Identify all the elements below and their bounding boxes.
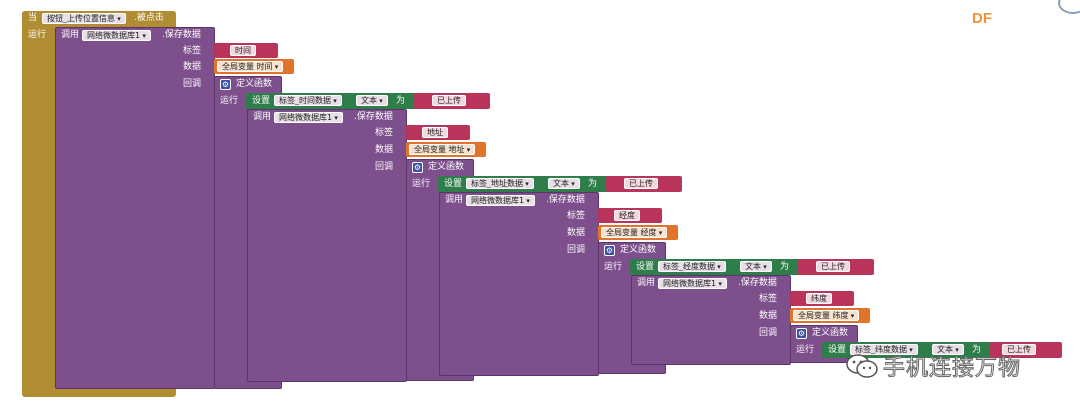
- method-label-2: .保存数据: [354, 112, 393, 122]
- tag-text-2[interactable]: 地址: [422, 127, 448, 138]
- setter-prop-4[interactable]: 文本: [932, 344, 964, 355]
- event-header[interactable]: 当 按钮_上传位置信息 .被点击: [22, 11, 176, 27]
- method-label-4: .保存数据: [738, 278, 777, 288]
- set-label-2: 设置: [444, 179, 463, 189]
- wechat-icon: [846, 354, 878, 378]
- callback-label-3: 回调: [567, 245, 586, 255]
- db-dropdown-4[interactable]: 网络微数据库1: [658, 278, 727, 289]
- setter-target-2[interactable]: 标签_地址数据: [466, 178, 534, 189]
- db-dropdown-3[interactable]: 网络微数据库1: [466, 195, 535, 206]
- watermark-text: 手机连接万物: [882, 356, 1022, 382]
- call-block-3[interactable]: [439, 192, 599, 376]
- setter-prop-1[interactable]: 文本: [356, 95, 388, 106]
- data-label-1: 数据: [183, 62, 202, 72]
- var-dropdown-2[interactable]: 全局变量 地址: [409, 144, 476, 155]
- call-label-2: 调用: [253, 112, 272, 122]
- callback-label-2: 回调: [375, 162, 394, 172]
- to-label-2: 为: [588, 179, 598, 189]
- setter-prop-2[interactable]: 文本: [548, 178, 580, 189]
- method-label-1: .保存数据: [162, 30, 201, 40]
- define-func-label-2: 定义函数: [428, 162, 465, 172]
- to-label-4: 为: [972, 345, 982, 355]
- gear-icon[interactable]: ⚙: [412, 162, 423, 173]
- setter-prop-3[interactable]: 文本: [740, 261, 772, 272]
- data-label-3: 数据: [567, 228, 586, 238]
- event-name-label: .被点击: [134, 13, 164, 23]
- setter-target-3[interactable]: 标签_经度数据: [658, 261, 726, 272]
- define-func-label-4: 定义函数: [812, 328, 849, 338]
- set-label-4: 设置: [828, 345, 847, 355]
- set-label-3: 设置: [636, 262, 655, 272]
- func-do-label-2: 运行: [412, 179, 431, 189]
- db-dropdown-1[interactable]: 网络微数据库1: [82, 30, 151, 41]
- tag-label-3: 标签: [567, 211, 586, 221]
- callback-label-4: 回调: [759, 328, 778, 338]
- event-do-label: 运行: [28, 30, 47, 40]
- corner-decoration: [1058, 0, 1080, 14]
- event-when-label: 当: [28, 13, 38, 23]
- gear-icon[interactable]: ⚙: [796, 328, 807, 339]
- tag-text-4[interactable]: 纬度: [806, 293, 832, 304]
- value-text-2[interactable]: 已上传: [624, 178, 658, 189]
- define-func-label-3: 定义函数: [620, 245, 657, 255]
- data-label-4: 数据: [759, 311, 778, 321]
- gear-icon[interactable]: ⚙: [604, 245, 615, 256]
- call-label-4: 调用: [637, 278, 656, 288]
- var-dropdown-3[interactable]: 全局变量 经度: [601, 227, 668, 238]
- callback-label-1: 回调: [183, 79, 202, 89]
- event-component-dropdown[interactable]: 按钮_上传位置信息: [42, 13, 126, 24]
- watermark: 手机连接万物: [845, 350, 1021, 382]
- tag-label-1: 标签: [183, 46, 202, 56]
- set-label-1: 设置: [252, 96, 271, 106]
- value-text-1[interactable]: 已上传: [432, 95, 466, 106]
- var-dropdown-4[interactable]: 全局变量 纬度: [793, 310, 860, 321]
- tag-label-4: 标签: [759, 294, 778, 304]
- setter-target-1[interactable]: 标签_时间数据: [274, 95, 342, 106]
- var-dropdown-1[interactable]: 全局变量 时间: [217, 61, 284, 72]
- value-text-4[interactable]: 已上传: [1002, 344, 1036, 355]
- func-do-label-3: 运行: [604, 262, 623, 272]
- setter-target-4[interactable]: 标签_纬度数据: [850, 344, 918, 355]
- brand-logo: DF: [972, 10, 992, 27]
- method-label-3: .保存数据: [546, 195, 585, 205]
- call-label-1: 调用: [61, 30, 80, 40]
- to-label-1: 为: [396, 96, 406, 106]
- data-label-2: 数据: [375, 145, 394, 155]
- func-do-label-1: 运行: [220, 96, 239, 106]
- db-dropdown-2[interactable]: 网络微数据库1: [274, 112, 343, 123]
- func-do-label-4: 运行: [796, 345, 815, 355]
- to-label-3: 为: [780, 262, 790, 272]
- value-text-3[interactable]: 已上传: [816, 261, 850, 272]
- tag-text-3[interactable]: 经度: [614, 210, 640, 221]
- tag-text-1[interactable]: 时间: [230, 45, 256, 56]
- call-block-4[interactable]: [631, 275, 791, 365]
- gear-icon[interactable]: ⚙: [220, 79, 231, 90]
- call-label-3: 调用: [445, 195, 464, 205]
- define-func-label-1: 定义函数: [236, 79, 273, 89]
- call-block-1[interactable]: [55, 27, 215, 389]
- tag-label-2: 标签: [375, 128, 394, 138]
